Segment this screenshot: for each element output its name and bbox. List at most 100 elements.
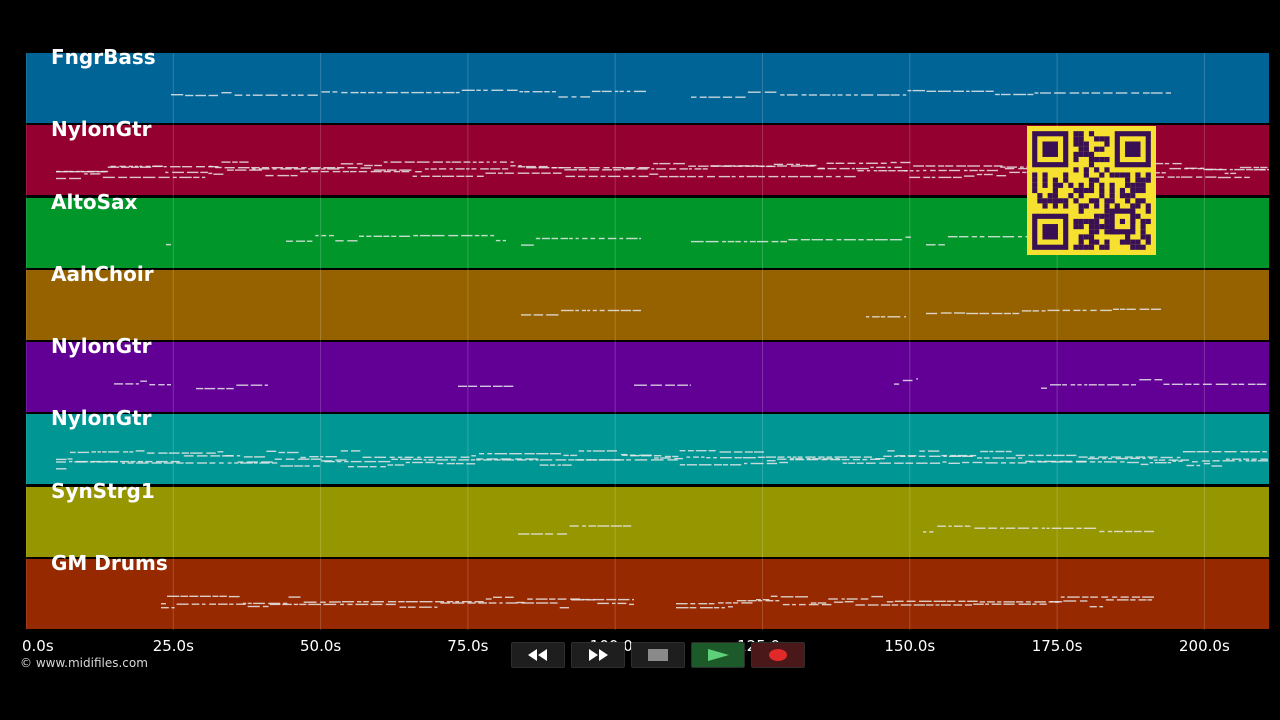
- qr-module: [1104, 141, 1110, 147]
- track-lane: AahChoir: [26, 262, 1269, 340]
- qr-module: [1078, 146, 1084, 152]
- qr-module: [1088, 177, 1095, 183]
- qr-module: [1094, 229, 1100, 235]
- qr-module: [1104, 156, 1110, 163]
- qr-module: [1032, 187, 1038, 194]
- stop-button[interactable]: [631, 642, 685, 668]
- track-label: AltoSax: [51, 190, 138, 214]
- qr-module: [1094, 177, 1100, 183]
- qr-module: [1104, 198, 1110, 204]
- track-lane: NylonGtr: [26, 406, 1269, 484]
- qr-module: [1140, 218, 1146, 225]
- qr-module: [1073, 224, 1079, 230]
- qr-module: [1073, 244, 1079, 250]
- qr-module: [1037, 193, 1043, 199]
- qr-module: [1114, 172, 1120, 178]
- qr-module: [1042, 141, 1058, 157]
- stop-icon: [648, 649, 668, 661]
- qr-module: [1042, 203, 1048, 209]
- track-lane: GM Drums: [26, 551, 1269, 629]
- qr-module: [1094, 213, 1100, 219]
- qr-module: [1094, 146, 1100, 152]
- qr-module: [1052, 182, 1058, 188]
- fast-forward-button[interactable]: [571, 642, 625, 668]
- qr-module: [1088, 162, 1095, 168]
- track-label: FngrBass: [51, 45, 156, 69]
- time-tick-label: 25.0s: [152, 637, 194, 655]
- qr-module: [1135, 172, 1141, 178]
- qr-module: [1042, 182, 1048, 188]
- record-button[interactable]: [751, 642, 805, 668]
- qr-code-pattern: [1032, 131, 1151, 250]
- qr-module: [1140, 187, 1146, 194]
- qr-module: [1073, 156, 1079, 163]
- qr-module: [1130, 203, 1136, 209]
- rewind-icon: [528, 649, 547, 661]
- qr-module: [1042, 198, 1048, 204]
- qr-module: [1088, 244, 1095, 250]
- qr-module: [1135, 244, 1141, 250]
- qr-module: [1135, 177, 1141, 183]
- qr-module: [1119, 218, 1126, 225]
- qr-module: [1119, 239, 1126, 245]
- time-tick-label: 150.0s: [884, 637, 936, 655]
- qr-module: [1078, 131, 1084, 137]
- qr-module: [1073, 141, 1079, 147]
- rewind-button[interactable]: [511, 642, 565, 668]
- track-label: GM Drums: [51, 551, 168, 575]
- qr-module: [1032, 182, 1038, 188]
- qr-module: [1088, 218, 1095, 225]
- qr-module: [1078, 244, 1084, 250]
- qr-module: [1140, 182, 1146, 188]
- qr-module: [1099, 182, 1105, 188]
- track-label: AahChoir: [51, 262, 154, 286]
- qr-module: [1119, 193, 1126, 199]
- qr-module: [1140, 198, 1146, 204]
- qr-module: [1057, 182, 1064, 188]
- time-tick-label: 75.0s: [447, 637, 489, 655]
- transport-controls: [511, 642, 805, 668]
- qr-module: [1073, 167, 1079, 173]
- record-icon: [769, 649, 787, 661]
- qr-module: [1032, 172, 1038, 178]
- qr-module: [1130, 182, 1136, 188]
- qr-module: [1094, 203, 1100, 209]
- qr-module: [1125, 141, 1141, 157]
- qr-module: [1125, 177, 1131, 183]
- qr-module: [1104, 208, 1110, 214]
- qr-module: [1083, 151, 1089, 157]
- qr-module: [1099, 187, 1105, 194]
- qr-module: [1104, 213, 1110, 219]
- qr-module: [1104, 167, 1110, 173]
- qr-module: [1130, 193, 1136, 199]
- track-lane: NylonGtr: [26, 334, 1269, 412]
- qr-module: [1078, 187, 1084, 194]
- qr-module: [1099, 213, 1105, 219]
- qr-module: [1052, 193, 1058, 199]
- qr-module: [1135, 198, 1141, 204]
- qr-module: [1073, 218, 1079, 225]
- qr-module: [1088, 229, 1095, 235]
- qr-module: [1109, 172, 1115, 178]
- play-button[interactable]: [691, 642, 745, 668]
- qr-module: [1135, 182, 1141, 188]
- qr-module: [1088, 156, 1095, 163]
- qr-module: [1063, 177, 1069, 183]
- qr-module: [1099, 156, 1105, 163]
- qr-module: [1078, 208, 1084, 214]
- qr-module: [1140, 177, 1146, 183]
- qr-module: [1078, 193, 1084, 199]
- qr-module: [1099, 193, 1105, 199]
- qr-module: [1073, 187, 1079, 194]
- qr-module: [1094, 224, 1100, 230]
- qr-module: [1083, 203, 1089, 209]
- qr-module: [1068, 182, 1074, 188]
- qr-module: [1130, 239, 1136, 245]
- qr-module: [1104, 224, 1110, 230]
- qr-module: [1140, 229, 1146, 235]
- qr-module: [1063, 203, 1069, 209]
- qr-module: [1047, 198, 1053, 204]
- qr-module: [1078, 218, 1084, 225]
- qr-module: [1083, 141, 1089, 147]
- qr-module: [1145, 239, 1151, 245]
